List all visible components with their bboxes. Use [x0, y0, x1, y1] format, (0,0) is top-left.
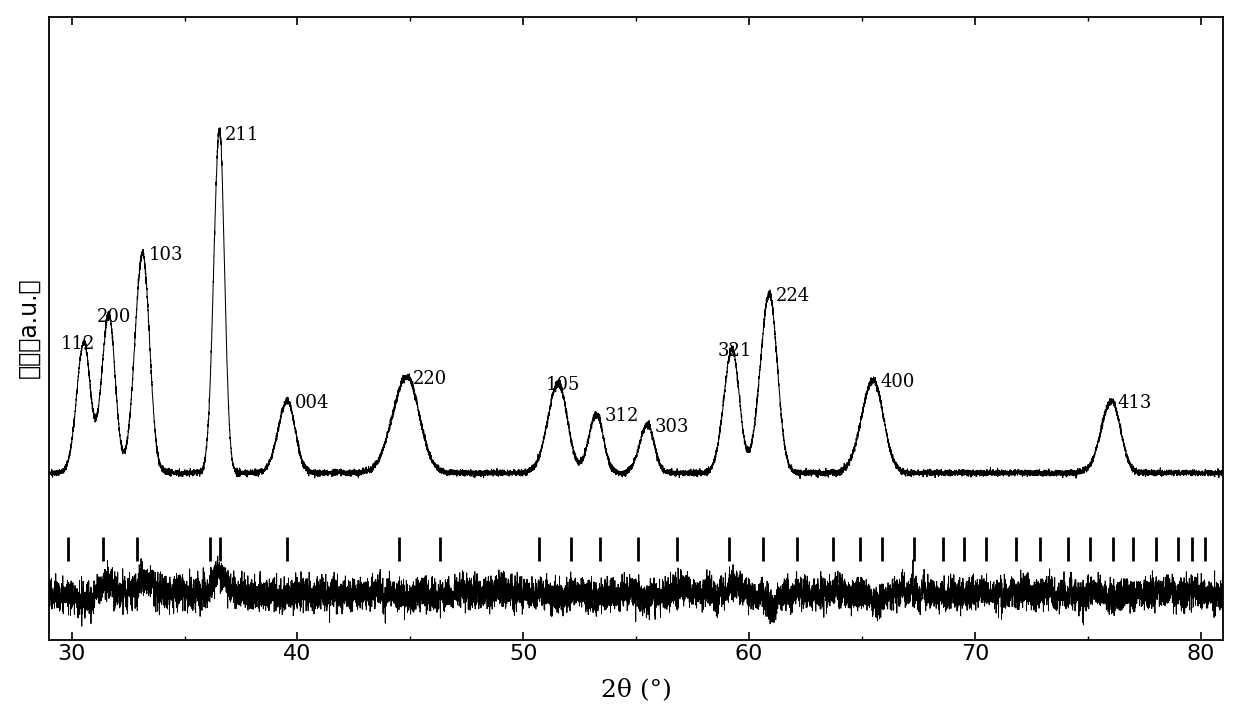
Text: 400: 400: [880, 373, 914, 391]
Text: 103: 103: [149, 246, 182, 264]
Text: 413: 413: [1117, 393, 1152, 411]
Text: 211: 211: [226, 126, 259, 144]
Text: 200: 200: [97, 308, 130, 326]
Text: 224: 224: [776, 287, 810, 305]
Text: 112: 112: [61, 335, 94, 353]
Text: 004: 004: [295, 393, 330, 411]
X-axis label: 2θ (°): 2θ (°): [600, 679, 672, 701]
Text: 220: 220: [413, 370, 446, 388]
Text: 321: 321: [718, 342, 751, 360]
Text: 303: 303: [655, 418, 688, 436]
Y-axis label: 强度（a.u.）: 强度（a.u.）: [16, 278, 41, 378]
Text: 105: 105: [546, 376, 580, 394]
Text: 312: 312: [605, 407, 639, 425]
